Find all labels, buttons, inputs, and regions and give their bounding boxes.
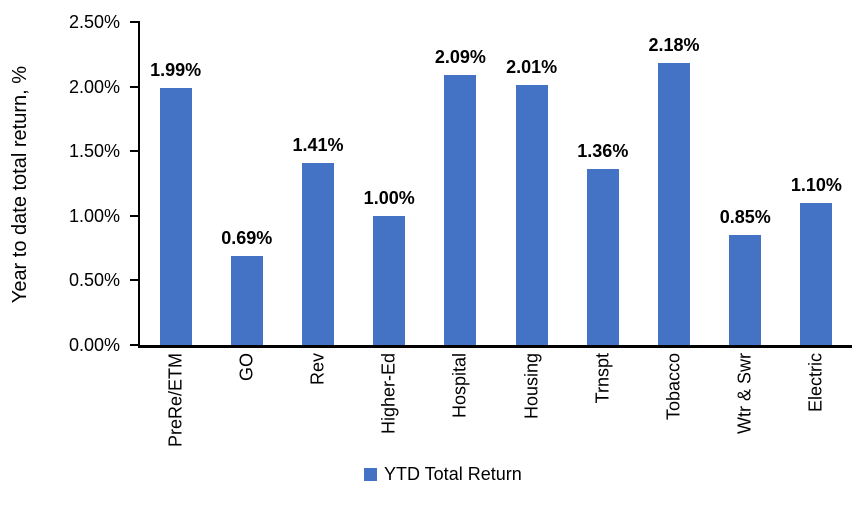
bar-wtr-swr [729,235,762,345]
bar-value-label: 1.00% [363,187,415,208]
bar-value-label: 2.18% [648,35,700,56]
bar-tobacco [658,63,691,345]
bar-value-label: 1.36% [577,141,629,162]
bar-slot: 0.69% [211,22,282,345]
bar-value-label: 1.41% [292,134,344,155]
bar-value-label: 2.09% [434,46,486,67]
y-axis-tick [130,214,140,217]
bar-value-label: 0.69% [221,227,273,248]
bar-higher-ed [373,215,406,345]
bar-housing [515,85,548,345]
bar-trnspt [586,169,619,345]
y-axis-tick [130,150,140,153]
y-axis-tick-label: 1.50% [68,141,120,162]
bar-slot: 1.00% [354,22,425,345]
y-axis-tick [130,21,140,23]
y-axis-title-container: Year to date total return, % [6,22,34,348]
x-axis-category-labels: PreRe/ETM GO Rev Higher-Ed Hospital Housing Tr… [140,353,852,463]
bar-value-label: 2.01% [506,57,558,78]
bar-slot: 1.36% [567,22,638,345]
y-axis-tick-label: 2.00% [68,76,120,97]
y-axis-tick-label: 0.00% [68,335,120,355]
legend-label: YTD Total Return [384,464,522,484]
bar-slot: 1.10% [781,22,852,345]
bar-value-label: 1.99% [150,59,202,80]
bar-slot: 2.09% [425,22,496,345]
y-axis-tick-label: 0.50% [68,270,120,291]
bar-prere-etm [159,87,192,345]
x-axis-category-label: Housing [521,353,542,420]
x-axis-category-label: Wtr & Swr [734,353,755,434]
y-axis-tick-label: 2.50% [68,12,120,32]
x-axis-category-label: Trnspt [592,353,613,404]
y-axis-tick [130,85,140,88]
bar-slot: 1.41% [282,22,353,345]
legend-swatch-icon [364,468,377,481]
bar-value-label: 0.85% [719,207,771,228]
bar-hospital [444,74,477,345]
bar-slot: 2.01% [496,22,567,345]
bar-slot: 1.99% [140,22,211,345]
plot-area: 0.00% 0.50% 1.00% 1.50% 2.00% 2.50% 1.99% 0.69… [69,12,852,355]
x-axis-category-label: Rev [307,353,328,386]
x-axis-category-label: Tobacco [663,353,684,421]
x-axis-category-label: PreRe/ETM [165,353,186,448]
bars-container: 1.99% 0.69% 1.41% 1.00% 2.09% 2.01% 1.36% 2.18%… [140,22,852,345]
bar-slot: 0.85% [710,22,781,345]
bar-value-label: 1.10% [790,174,842,195]
y-axis-tick [130,344,140,346]
y-axis-title: Year to date total return, % [8,66,31,304]
x-axis-category-label: Higher-Ed [378,353,399,435]
x-axis-category-label: Hospital [449,353,470,419]
legend: YTD Total Return [364,464,522,485]
y-axis-tick-label: 1.00% [68,205,120,226]
x-axis-category-label: Electric [805,353,826,413]
bar-electric [800,202,833,345]
bar-go [230,255,263,345]
bar-rev [302,162,334,345]
bar-slot: 2.18% [638,22,709,345]
y-axis-tick [130,279,140,282]
x-axis-category-label: GO [236,353,257,382]
